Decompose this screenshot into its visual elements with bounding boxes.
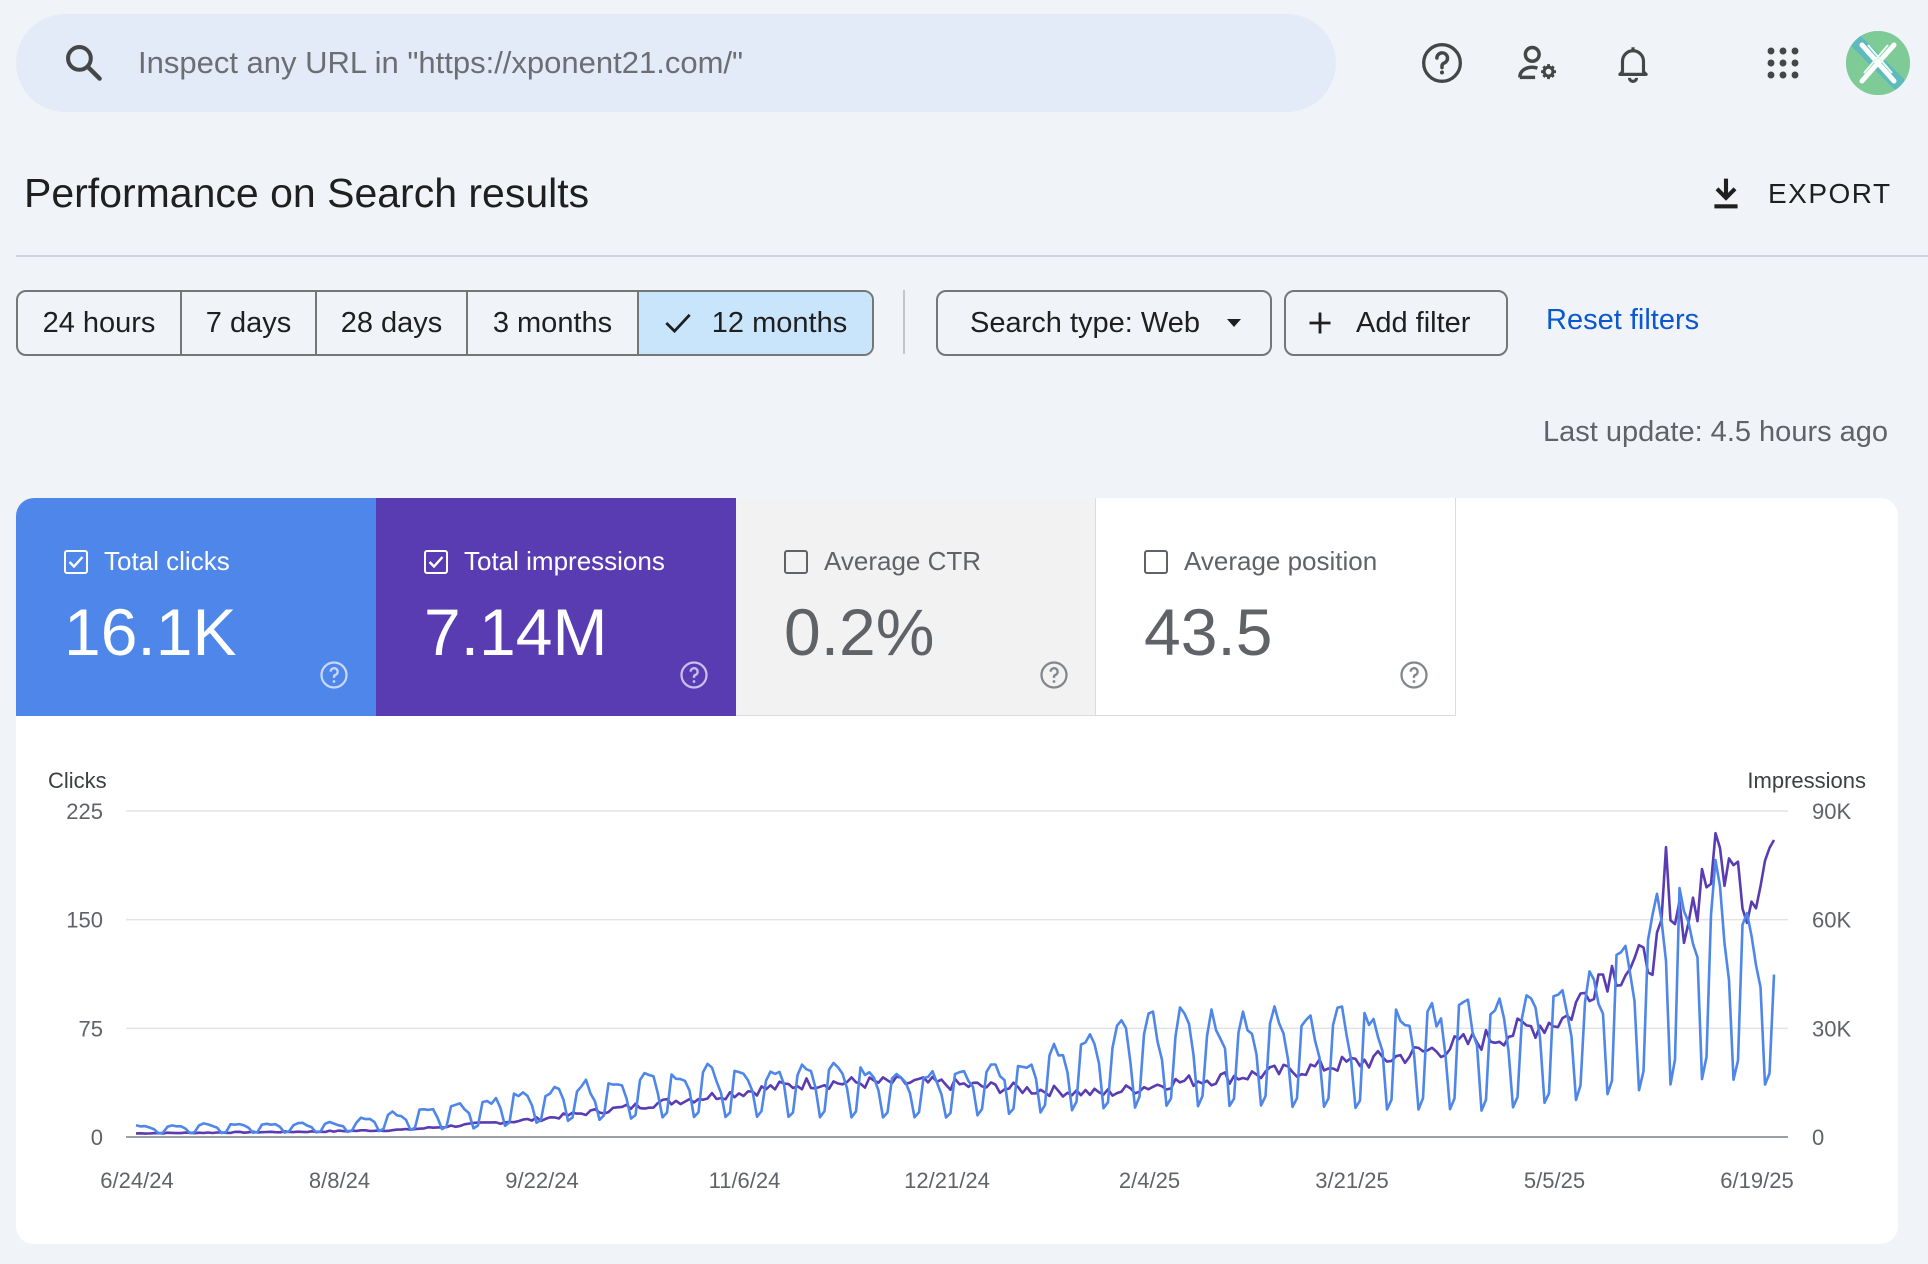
search-type-dropdown[interactable]: Search type: Web xyxy=(936,290,1272,356)
x-tick: 11/6/24 xyxy=(709,1168,781,1193)
range-24-hours[interactable]: 24 hours xyxy=(18,292,182,354)
y-tick-right: 0 xyxy=(1812,1125,1824,1150)
search-input[interactable] xyxy=(136,44,1240,82)
range-12-months-label: 12 months xyxy=(711,306,848,339)
page-title: Performance on Search results xyxy=(24,170,590,216)
clicks-line xyxy=(135,858,1776,1135)
y-axis-label-left: Clicks xyxy=(48,768,107,793)
x-tick: 6/24/24 xyxy=(100,1168,173,1193)
y-tick-left: 0 xyxy=(91,1125,103,1150)
metric-value: 43.5 xyxy=(1144,595,1273,669)
range-7-days[interactable]: 7 days xyxy=(182,292,317,354)
metric-label-text: Total impressions xyxy=(464,546,665,576)
search-icon[interactable] xyxy=(62,41,106,85)
metric-value: 7.14M xyxy=(424,595,608,669)
x-tick: 3/21/25 xyxy=(1315,1168,1388,1193)
metric-average-ctr[interactable]: Average CTR 0.2% xyxy=(736,498,1096,716)
x-tick: 9/22/24 xyxy=(505,1168,578,1193)
metric-label: Average position xyxy=(1144,546,1377,577)
impressions-line xyxy=(135,831,1776,1135)
add-filter-button[interactable]: Add filter xyxy=(1284,290,1508,356)
help-icon[interactable] xyxy=(679,660,709,690)
header-divider xyxy=(16,255,1928,257)
metric-label-text: Average CTR xyxy=(824,546,982,576)
help-icon[interactable] xyxy=(319,660,349,690)
notifications-icon[interactable] xyxy=(1608,38,1658,88)
apps-grid-icon[interactable] xyxy=(1758,38,1808,88)
manage-users-icon[interactable] xyxy=(1513,38,1563,88)
y-tick-right: 90K xyxy=(1812,799,1851,824)
export-label: EXPORT xyxy=(1768,178,1892,209)
download-icon xyxy=(1714,178,1738,209)
reset-filters-link[interactable]: Reset filters xyxy=(1546,304,1700,336)
plus-icon xyxy=(1309,312,1331,334)
help-icon[interactable] xyxy=(1039,660,1069,690)
range-12-months[interactable]: 12 months xyxy=(639,292,872,354)
performance-card: Total clicks 16.1K Total impressions 7.1… xyxy=(16,498,1898,1244)
x-tick: 8/8/24 xyxy=(309,1168,370,1193)
y-tick-left: 225 xyxy=(66,799,103,824)
date-range-selector: 24 hours 7 days 28 days 3 months 12 mont… xyxy=(16,290,874,356)
y-tick-right: 60K xyxy=(1812,908,1851,933)
metric-total-clicks[interactable]: Total clicks 16.1K xyxy=(16,498,376,716)
export-button[interactable]: EXPORT xyxy=(1710,170,1892,218)
metric-label: Total impressions xyxy=(424,546,665,577)
metric-label-text: Average position xyxy=(1184,546,1378,576)
last-update-text: Last update: 4.5 hours ago xyxy=(1543,416,1889,448)
x-tick: 6/19/25 xyxy=(1720,1168,1793,1193)
range-28-days[interactable]: 28 days xyxy=(317,292,468,354)
checkbox-unchecked-icon[interactable] xyxy=(1144,549,1168,574)
check-icon xyxy=(665,313,691,334)
range-3-months[interactable]: 3 months xyxy=(468,292,639,354)
performance-chart: 225 90K 150 60K 75 30K 0 0 Clicks Impressions 6/24… xyxy=(48,768,1866,1193)
metric-total-impressions[interactable]: Total impressions 7.14M xyxy=(376,498,736,716)
y-tick-right: 30K xyxy=(1812,1016,1851,1041)
metric-label-text: Total clicks xyxy=(104,546,230,576)
x-tick: 2/4/25 xyxy=(1119,1168,1180,1193)
checkbox-checked-icon[interactable] xyxy=(64,549,88,574)
metric-average-position[interactable]: Average position 43.5 xyxy=(1096,498,1456,716)
x-tick: 12/21/24 xyxy=(904,1168,990,1193)
y-tick-left: 75 xyxy=(79,1016,103,1041)
y-axis-label-right: Impressions xyxy=(1747,768,1866,793)
metric-value: 0.2% xyxy=(784,595,935,669)
avatar[interactable] xyxy=(1846,31,1910,95)
y-tick-left: 150 xyxy=(66,908,103,933)
x-tick: 5/5/25 xyxy=(1524,1168,1585,1193)
metric-label: Total clicks xyxy=(64,546,230,577)
search-type-label: Search type: Web xyxy=(970,306,1200,339)
help-icon[interactable] xyxy=(1399,660,1429,690)
help-icon[interactable] xyxy=(1417,38,1467,88)
checkbox-unchecked-icon[interactable] xyxy=(784,549,808,574)
metric-value: 16.1K xyxy=(64,595,237,669)
search-bar[interactable] xyxy=(16,14,1336,112)
filter-separator xyxy=(903,290,905,354)
dropdown-arrow-icon xyxy=(1226,319,1241,327)
metric-label: Average CTR xyxy=(784,546,981,577)
checkbox-checked-icon[interactable] xyxy=(424,549,448,574)
add-filter-label: Add filter xyxy=(1356,306,1471,339)
